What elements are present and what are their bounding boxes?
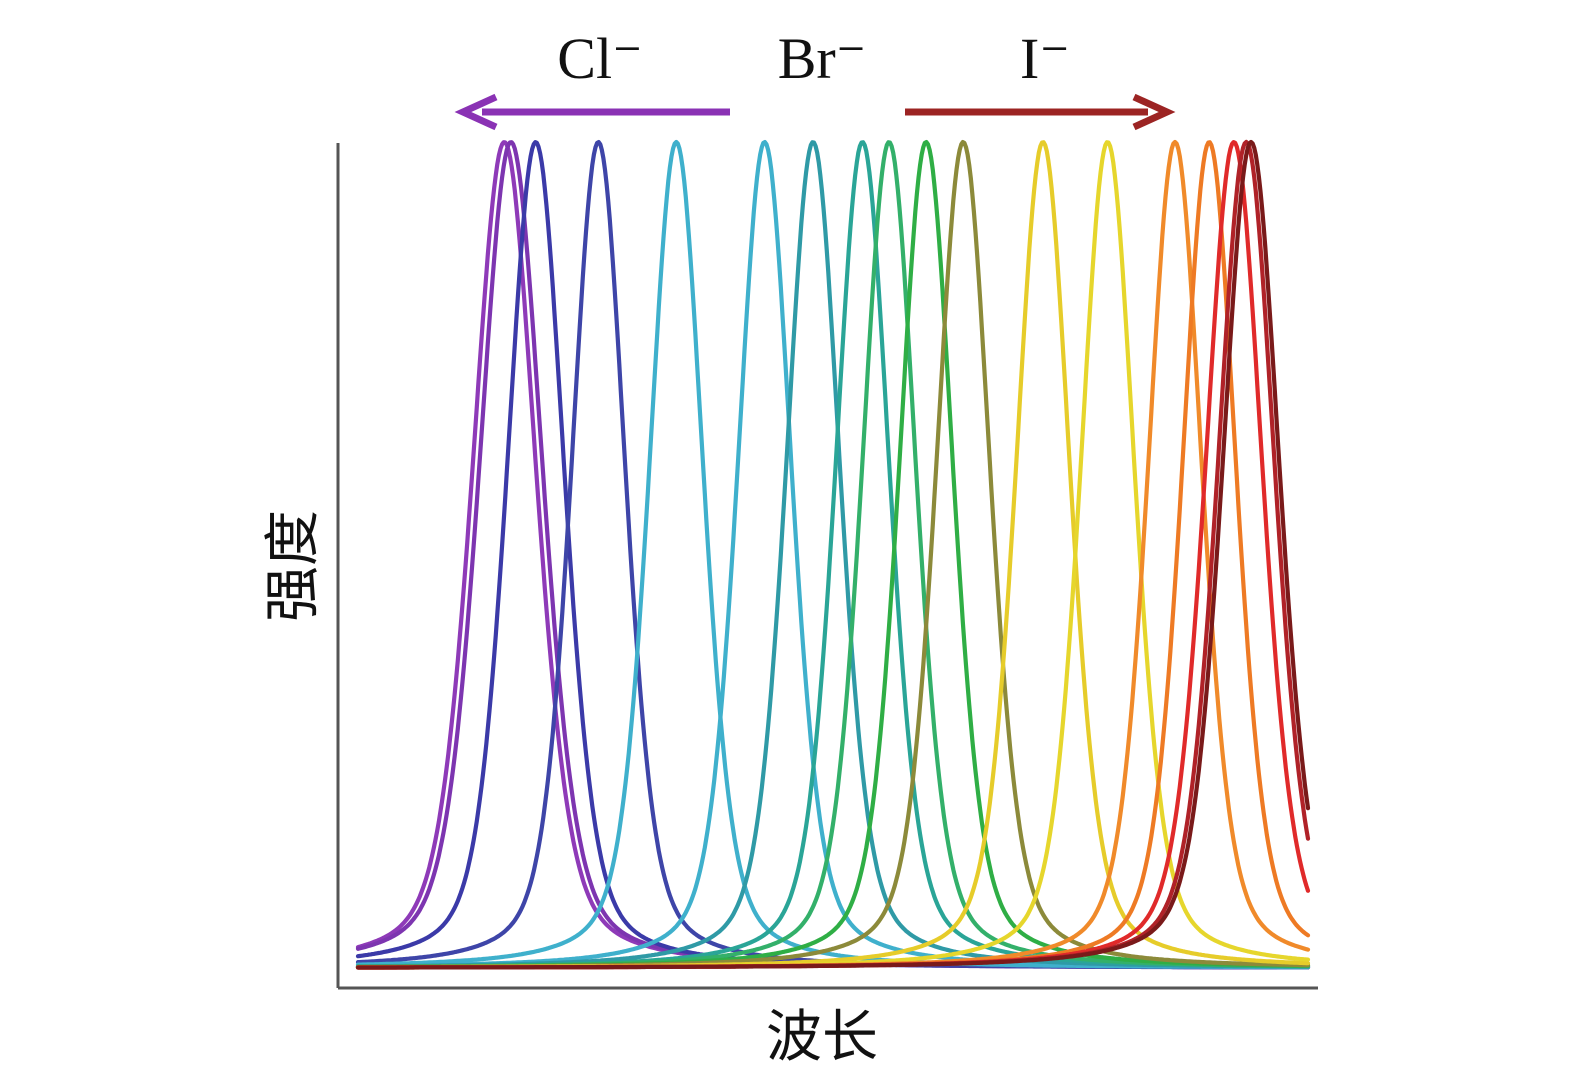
series-line-18 <box>355 139 1311 970</box>
y-axis-label: 强度 <box>261 510 326 622</box>
ion-label-i: I⁻ <box>1020 26 1070 91</box>
right-arrow-icon <box>905 93 1176 131</box>
left-arrow-icon <box>454 93 730 131</box>
x-axis-label: 波长 <box>766 1005 878 1070</box>
ion-label-br: Br⁻ <box>778 26 867 91</box>
series-group <box>355 139 1311 970</box>
ion-label-cl: Cl⁻ <box>557 26 642 91</box>
